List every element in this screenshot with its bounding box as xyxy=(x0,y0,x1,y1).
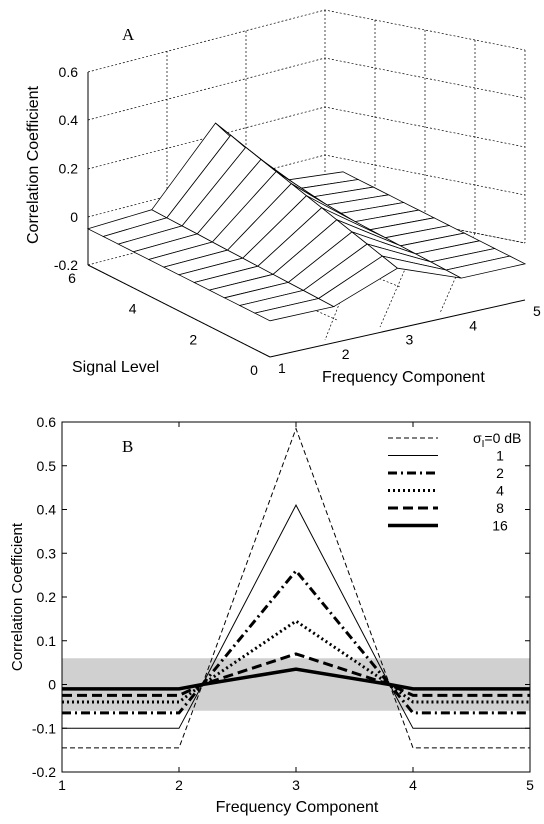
y-tick-label: 0 xyxy=(250,362,258,378)
x-tick-label: 3 xyxy=(292,777,300,793)
y-tick-label: 0.4 xyxy=(37,502,57,518)
series-line-8 xyxy=(62,652,530,697)
panel-a-surface xyxy=(86,122,527,322)
panel-b-axes-frame xyxy=(61,421,531,773)
panel-a-z-ticks: -0.2 0 0.2 0.4 0.6 xyxy=(54,64,78,273)
y-tick-label: 0.2 xyxy=(37,589,57,605)
y-tick-label: 4 xyxy=(129,301,137,317)
panel-a-ylabel: Signal Level xyxy=(72,359,159,376)
y-tick-label: 0.1 xyxy=(37,633,57,649)
panel-a-y-ticks: 0 2 4 6 xyxy=(68,270,258,378)
x-tick-label: 3 xyxy=(406,332,414,348)
legend-label: 8 xyxy=(496,500,504,516)
x-tick-label: 4 xyxy=(469,317,477,333)
legend-label: 4 xyxy=(496,483,504,499)
y-tick-label: -0.1 xyxy=(32,720,56,736)
y-tick-label: -0.2 xyxy=(32,764,56,780)
x-tick-label: 1 xyxy=(278,360,286,376)
series-line-1 xyxy=(62,504,530,729)
legend-label: 2 xyxy=(496,465,504,481)
z-tick-label: 0.6 xyxy=(59,64,79,80)
panel-b-xlabel: Frequency Component xyxy=(216,799,379,816)
surface-facet xyxy=(444,255,527,279)
panel-a-surface-plot: A Correlation Coefficient Frequency Comp… xyxy=(25,9,541,386)
y-tick-label: 0.5 xyxy=(37,458,57,474)
x-tick-label: 4 xyxy=(409,777,417,793)
z-tick-label: 0.2 xyxy=(59,161,79,177)
y-tick-label: 0.6 xyxy=(37,414,57,430)
series-line-4 xyxy=(62,619,530,704)
y-tick-label: 6 xyxy=(68,270,76,286)
x-tick-label: 1 xyxy=(58,777,66,793)
x-tick-label: 5 xyxy=(533,303,541,319)
panel-a-x-ticks: 1 2 3 4 5 xyxy=(278,303,541,376)
panel-b-y-ticks: -0.2 -0.1 0 0.1 0.2 0.3 0.4 0.5 0.6 xyxy=(32,414,530,780)
x-tick-label: 5 xyxy=(526,777,534,793)
x-tick-label: 2 xyxy=(342,346,350,362)
legend-label: σI=0 dB xyxy=(473,430,521,450)
series-line-σ xyxy=(62,427,530,749)
panel-a-label: A xyxy=(122,25,135,44)
legend-label: 1 xyxy=(496,448,504,464)
x-tick-label: 2 xyxy=(175,777,183,793)
z-tick-label: -0.2 xyxy=(54,257,78,273)
y-tick-label: 2 xyxy=(189,331,197,347)
y-tick-label: 0 xyxy=(48,677,56,693)
z-tick-label: 0 xyxy=(70,209,78,225)
z-tick-label: 0.4 xyxy=(59,112,79,128)
series-line-16 xyxy=(62,667,530,691)
y-tick-label: 0.3 xyxy=(37,545,57,561)
series-line-2 xyxy=(62,568,530,715)
legend-label: 16 xyxy=(492,518,508,534)
panel-b-series-lines xyxy=(62,427,530,749)
panel-a-axes xyxy=(87,72,526,358)
panel-a-zlabel: Correlation Coefficient xyxy=(25,85,42,244)
panel-b-ylabel: Correlation Coefficient xyxy=(9,522,26,671)
panel-a-xlabel: Frequency Component xyxy=(322,369,485,386)
panel-b-label: B xyxy=(122,437,133,456)
